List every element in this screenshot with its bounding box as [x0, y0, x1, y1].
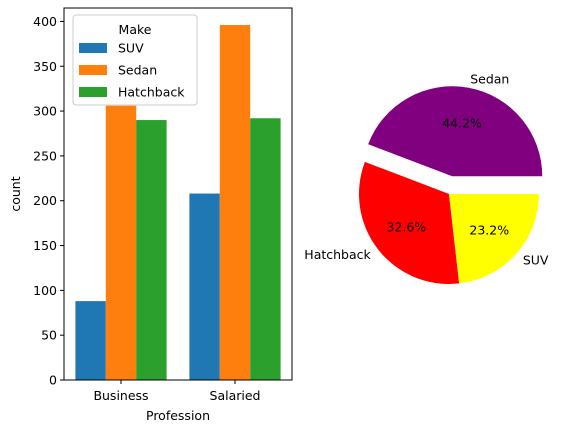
y-tick-label: 400 — [33, 14, 57, 29]
pie-label-sedan: Sedan — [470, 71, 509, 86]
y-tick-label: 100 — [33, 283, 57, 298]
legend-label-hatchback: Hatchback — [118, 85, 185, 100]
legend-swatch-suv — [79, 43, 107, 53]
legend-swatch-hatchback — [79, 87, 107, 97]
legend: Make SUV Sedan Hatchback — [72, 14, 198, 106]
bar-suv-business — [75, 301, 106, 380]
y-tick-label: 0 — [49, 373, 57, 388]
y-axis-label: count — [8, 176, 23, 211]
pie-labels: 44.2% Sedan 32.6% Hatchback 23.2% SUV — [304, 71, 549, 267]
x-tick-label: Business — [93, 388, 148, 403]
pie-slice-sedan — [368, 86, 543, 177]
bar-sedan-business — [105, 105, 137, 381]
bar-sedan-salaried — [219, 25, 251, 381]
y-axis-ticks: 0 50 100 150 200 250 300 350 400 — [33, 14, 64, 388]
pie-chart: 44.2% Sedan 32.6% Hatchback 23.2% SUV — [304, 71, 549, 285]
y-tick-label: 300 — [33, 104, 57, 119]
x-axis-ticks: Business Salaried — [93, 380, 260, 403]
bar-hatchback-business — [136, 120, 167, 381]
legend-label-sedan: Sedan — [118, 63, 157, 78]
pie-label-hatchback: Hatchback — [304, 247, 371, 262]
y-tick-label: 250 — [33, 148, 57, 163]
y-tick-label: 200 — [33, 193, 57, 208]
legend-label-suv: SUV — [118, 41, 144, 56]
pie-slices — [358, 86, 543, 285]
legend-title: Make — [119, 22, 152, 37]
y-tick-label: 350 — [33, 59, 57, 74]
legend-items: SUV Sedan Hatchback — [79, 41, 185, 100]
bar-series-group — [75, 25, 281, 381]
x-tick-label: Salaried — [210, 388, 261, 403]
bar-hatchback-salaried — [250, 118, 281, 380]
x-axis-label: Profession — [146, 408, 210, 423]
pie-pct-label-sedan: 44.2% — [442, 116, 482, 131]
pie-pct-label-suv: 23.2% — [469, 222, 509, 237]
legend-box — [72, 14, 198, 106]
y-tick-label: 150 — [33, 238, 57, 253]
pie-slice-hatchback — [358, 161, 460, 285]
y-tick-label: 50 — [41, 328, 57, 343]
pie-slice-suv — [449, 194, 539, 284]
pie-pct-label-hatchback: 32.6% — [386, 220, 426, 235]
bar-suv-salaried — [189, 193, 220, 380]
legend-swatch-sedan — [79, 65, 107, 75]
plot-frame — [63, 7, 293, 381]
bar-chart: 0 50 100 150 200 250 300 350 400 Business Salarie… — [8, 7, 293, 423]
pie-label-suv: SUV — [523, 252, 549, 267]
